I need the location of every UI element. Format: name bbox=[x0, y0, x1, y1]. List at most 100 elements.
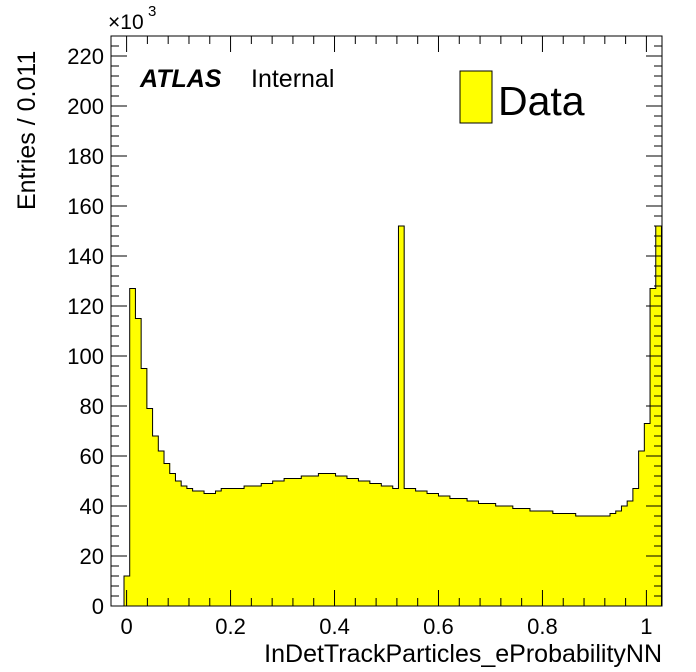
legend: Data bbox=[459, 70, 585, 124]
histogram-bin bbox=[278, 481, 285, 606]
histogram-bin bbox=[312, 476, 319, 606]
axis-ticks bbox=[111, 35, 662, 607]
histogram-bin bbox=[341, 476, 348, 606]
histogram-bin bbox=[432, 493, 439, 606]
histogram-bin bbox=[186, 488, 194, 606]
histogram-bin bbox=[152, 436, 159, 606]
histogram-bin bbox=[610, 513, 617, 606]
histogram-bin bbox=[478, 503, 485, 606]
histogram-bin bbox=[209, 493, 216, 606]
y-axis-label: Entries / 0.011 bbox=[13, 51, 41, 210]
x-tick-label: 0.2 bbox=[215, 614, 246, 639]
histogram-bin bbox=[404, 488, 411, 606]
y-tick-label: 200 bbox=[67, 94, 104, 119]
y-tick-label: 140 bbox=[67, 244, 104, 269]
y-tick-label: 80 bbox=[80, 394, 104, 419]
histogram-bin bbox=[650, 288, 657, 606]
histogram-bin bbox=[318, 473, 325, 606]
x-axis-label: InDetTrackParticles_eProbabilityNN bbox=[264, 640, 662, 668]
histogram-bin bbox=[261, 483, 268, 606]
histogram-bin bbox=[175, 481, 182, 606]
atlas-status-label: Internal bbox=[251, 65, 334, 93]
histogram-bin bbox=[627, 501, 634, 606]
y-tick-label: 20 bbox=[80, 544, 104, 569]
histogram-bin bbox=[535, 511, 542, 606]
y-tick-label: 180 bbox=[67, 144, 104, 169]
histogram-bin bbox=[409, 488, 417, 606]
legend-label-data: Data bbox=[498, 78, 585, 124]
histogram-bin bbox=[158, 451, 165, 606]
histogram-bin bbox=[472, 501, 479, 606]
histogram-bin bbox=[306, 476, 314, 606]
x-tick-label: 0.8 bbox=[527, 614, 558, 639]
histogram-bin bbox=[484, 503, 491, 606]
histogram-bin bbox=[461, 498, 468, 606]
histogram-bin bbox=[146, 408, 153, 606]
histogram-bin bbox=[215, 491, 222, 606]
y-tick-label: 120 bbox=[67, 294, 104, 319]
histogram-bin bbox=[169, 473, 176, 606]
histogram-bars bbox=[124, 226, 662, 606]
legend-swatch bbox=[459, 70, 493, 124]
histogram-bin bbox=[444, 496, 451, 606]
atlas-label: ATLAS Internal bbox=[139, 65, 334, 93]
histogram-bin bbox=[135, 318, 142, 606]
y-axis-multiplier: ×10 3 bbox=[108, 3, 156, 34]
histogram-bin bbox=[592, 516, 599, 606]
histogram-bin bbox=[301, 476, 308, 606]
histogram-bin bbox=[507, 506, 514, 606]
histogram-bin bbox=[255, 486, 262, 606]
histogram-bin bbox=[204, 493, 211, 606]
x-tick-label: 1 bbox=[640, 614, 652, 639]
histogram-bin bbox=[335, 476, 342, 606]
histogram-bin bbox=[192, 491, 199, 606]
histogram-bin bbox=[358, 481, 365, 606]
histogram-bin bbox=[244, 486, 251, 606]
histogram-bin bbox=[632, 488, 640, 606]
histogram-bin bbox=[129, 288, 136, 606]
histogram-bin bbox=[421, 491, 428, 606]
histogram-bin bbox=[272, 481, 279, 606]
x-tick-labels: 0 0.2 0.4 0.6 0.8 1 bbox=[120, 614, 652, 639]
histogram-bin bbox=[324, 473, 331, 606]
histogram-bin bbox=[369, 483, 376, 606]
histogram-bin bbox=[518, 508, 525, 606]
histogram-bin bbox=[375, 483, 382, 606]
histogram-bin bbox=[512, 508, 519, 606]
histogram-bin bbox=[541, 511, 548, 606]
histogram-bin bbox=[547, 511, 554, 606]
histogram-bin bbox=[558, 513, 565, 606]
histogram-bin bbox=[141, 368, 148, 606]
histogram-bin bbox=[221, 488, 228, 606]
histogram-bin bbox=[226, 488, 234, 606]
histogram-bin bbox=[232, 488, 239, 606]
x-tick-label: 0 bbox=[120, 614, 132, 639]
histogram-outline bbox=[123, 225, 662, 606]
histogram-bin bbox=[398, 226, 405, 606]
histogram-bin bbox=[489, 503, 497, 606]
histogram-bin bbox=[198, 491, 205, 606]
histogram-bin bbox=[587, 516, 594, 606]
histogram-bin bbox=[621, 506, 628, 606]
histogram-bin bbox=[364, 481, 371, 606]
histogram-bin bbox=[427, 493, 434, 606]
y-tick-label: 220 bbox=[67, 44, 104, 69]
histogram-bin bbox=[501, 506, 508, 606]
x-tick-label: 0.4 bbox=[319, 614, 350, 639]
histogram-bin bbox=[346, 478, 354, 606]
histogram-bin bbox=[524, 508, 531, 606]
histogram-bin bbox=[387, 486, 394, 606]
histogram-bin bbox=[552, 513, 559, 606]
histogram-bin bbox=[289, 478, 296, 606]
plot-frame bbox=[110, 35, 663, 607]
histogram-bin bbox=[438, 496, 445, 606]
histogram-bin bbox=[598, 516, 605, 606]
histogram-bin bbox=[495, 506, 502, 606]
y-multiplier-base: ×10 bbox=[108, 11, 144, 34]
histogram-bin bbox=[604, 516, 611, 606]
histogram-bin bbox=[392, 488, 399, 606]
histogram-bin bbox=[266, 483, 274, 606]
histogram-bin bbox=[564, 513, 571, 606]
histogram-bin bbox=[329, 473, 336, 606]
x-tick-label: 0.6 bbox=[423, 614, 454, 639]
